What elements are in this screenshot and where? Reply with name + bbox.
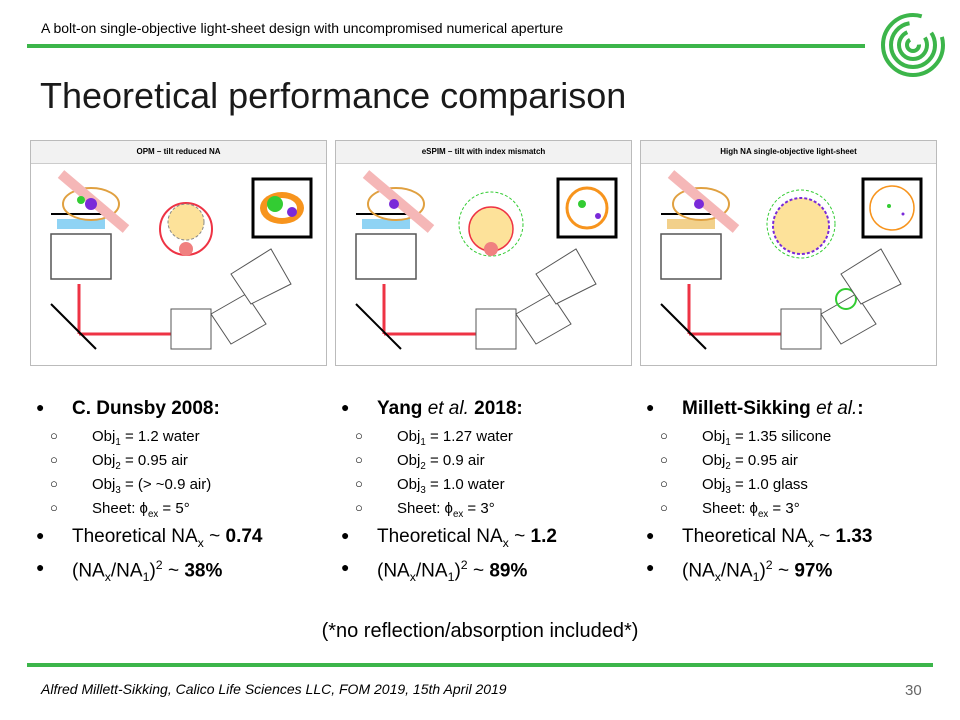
column-yang: Yang et al. 2018: Obj1 = 1.27 water Obj2… — [341, 398, 641, 592]
footnote: (*no reflection/absorption included*) — [321, 620, 639, 642]
list-item: Sheet: ϕex = 3° — [341, 500, 641, 520]
column-dunsby: C. Dunsby 2008: Obj1 = 1.2 water Obj2 = … — [36, 398, 336, 592]
list-item: Obj3 = 1.0 glass — [646, 476, 946, 496]
list-item: Obj1 = 1.2 water — [36, 428, 336, 448]
na-line: Theoretical NAx ~ 1.2 — [341, 526, 641, 550]
list-item: Obj3 = (> ~0.9 air) — [36, 476, 336, 496]
list-item: Obj3 = 1.0 water — [341, 476, 641, 496]
ratio-line: (NAx/NA1)2 ~ 38% — [36, 558, 336, 584]
opm-diagram — [50, 170, 313, 350]
column-millett-sikking: Millett-Sikking et al.: Obj1 = 1.35 sili… — [646, 398, 946, 592]
diagram-panel-high-na: High NA single-objective light-sheet — [640, 140, 937, 366]
panel-title: High NA single-objective light-sheet — [641, 141, 936, 164]
list-item: Obj2 = 0.9 air — [341, 452, 641, 472]
espim-diagram — [355, 170, 618, 350]
list-item: Sheet: ϕex = 3° — [646, 500, 946, 520]
list-item: Obj2 = 0.95 air — [646, 452, 946, 472]
calico-logo-icon — [881, 13, 945, 77]
list-item: Obj2 = 0.95 air — [36, 452, 336, 472]
list-item: Obj1 = 1.27 water — [341, 428, 641, 448]
author-heading: Millett-Sikking et al.: — [646, 398, 946, 420]
ratio-line: (NAx/NA1)2 ~ 97% — [646, 558, 946, 584]
diagram-panel-espim: eSPIM – tilt with index mismatch — [335, 140, 632, 366]
author-heading: C. Dunsby 2008: — [36, 398, 336, 420]
footer-text: Alfred Millett-Sikking, Calico Life Scie… — [41, 681, 507, 697]
na-line: Theoretical NAx ~ 0.74 — [36, 526, 336, 550]
page-number: 30 — [905, 682, 922, 699]
deck-title: A bolt-on single-objective light-sheet d… — [41, 20, 564, 36]
ratio-line: (NAx/NA1)2 ~ 89% — [341, 558, 641, 584]
list-item: Sheet: ϕex = 5° — [36, 500, 336, 520]
header-rule — [27, 44, 865, 48]
author-heading: Yang et al. 2018: — [341, 398, 641, 420]
page-title: Theoretical performance comparison — [40, 75, 627, 116]
diagram-panel-opm: OPM – tilt reduced NA — [30, 140, 327, 366]
panel-title: OPM – tilt reduced NA — [31, 141, 326, 164]
na-line: Theoretical NAx ~ 1.33 — [646, 526, 946, 550]
list-item: Obj1 = 1.35 silicone — [646, 428, 946, 448]
footer-rule — [27, 663, 933, 667]
high-na-diagram — [660, 170, 923, 350]
panel-title: eSPIM – tilt with index mismatch — [336, 141, 631, 164]
